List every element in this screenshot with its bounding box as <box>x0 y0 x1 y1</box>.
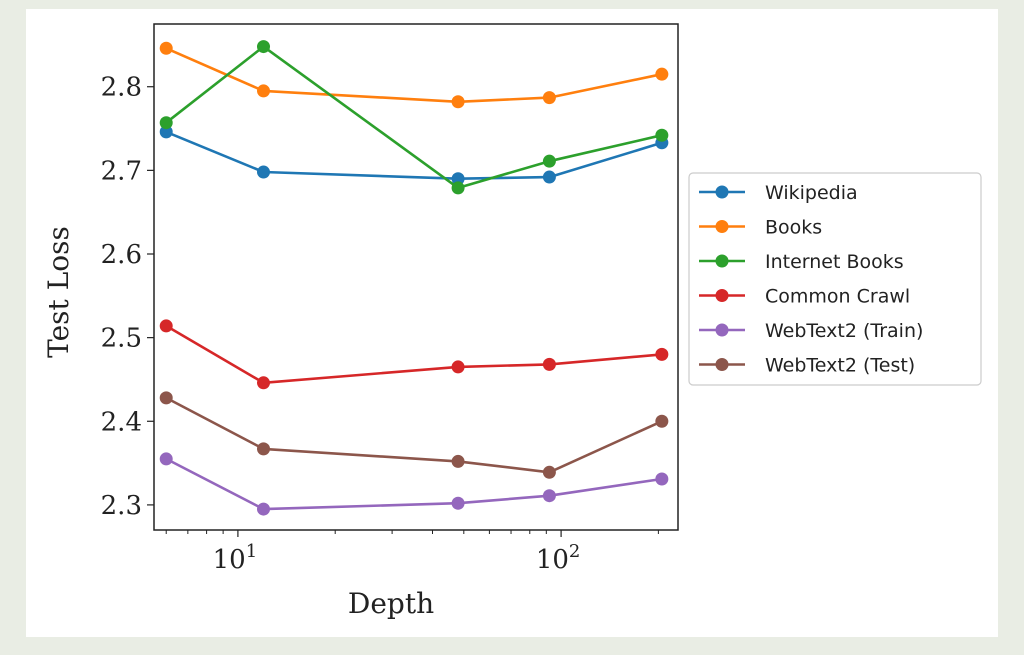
legend-label: Internet Books <box>765 251 904 273</box>
series-line-webtext2-train <box>165 457 662 511</box>
y-tick-label: 2.4 <box>101 407 142 437</box>
legend-entry-webtext2-test: WebText2 (Test) <box>699 355 915 377</box>
data-point-common-crawl <box>257 376 271 390</box>
series-webtext2-train <box>159 452 669 516</box>
legend: Wikipedia Books Internet Books Common Crawl… <box>688 172 982 386</box>
legend-entry-books: Books <box>699 217 822 239</box>
data-point-common-crawl <box>451 360 465 374</box>
y-tick-label: 2.7 <box>101 156 142 186</box>
legend-label: WebText2 (Test) <box>765 355 915 377</box>
series-line-common-crawl <box>165 324 662 385</box>
x-tick-exponent: 1 <box>246 541 257 562</box>
data-point-webtext2-train <box>451 496 465 510</box>
series-internet-books <box>159 40 669 195</box>
data-point-webtext2-test <box>451 454 465 468</box>
legend-marker <box>715 358 729 371</box>
x-tick-label: 101 <box>213 541 258 575</box>
data-point-webtext2-train <box>655 472 669 486</box>
legend-entry-wikipedia: Wikipedia <box>699 182 858 204</box>
legend-marker <box>715 185 729 199</box>
series-books <box>159 41 669 109</box>
data-point-webtext2-test <box>257 442 271 456</box>
data-point-books <box>655 67 669 81</box>
legend-marker <box>715 254 729 268</box>
data-point-wikipedia <box>159 125 173 139</box>
legend-entry-internet-books: Internet Books <box>699 251 904 273</box>
legend-label: WebText2 (Train) <box>765 320 923 342</box>
series-line-books <box>165 47 663 104</box>
legend-marker <box>715 289 729 302</box>
series-webtext2-test <box>159 391 669 479</box>
plot-frame <box>153 23 679 531</box>
data-point-books <box>451 95 465 109</box>
data-point-common-crawl <box>655 347 669 361</box>
data-point-webtext2-train <box>159 452 173 466</box>
y-tick-label: 2.3 <box>101 491 142 521</box>
legend-box <box>688 172 982 386</box>
x-tick-label: 102 <box>536 541 581 575</box>
data-point-books <box>159 41 173 55</box>
data-point-internet-books <box>159 116 173 130</box>
data-point-wikipedia <box>257 165 271 179</box>
data-point-books <box>257 84 271 98</box>
data-point-internet-books <box>257 40 271 54</box>
series-wikipedia <box>159 125 669 186</box>
x-tick-exponent: 2 <box>569 541 580 562</box>
y-tick-label: 2.6 <box>101 240 142 270</box>
data-point-common-crawl <box>542 357 556 371</box>
x-tick-base: 10 <box>536 545 569 575</box>
series-lines <box>159 40 669 516</box>
data-point-common-crawl <box>159 319 173 333</box>
legend-marker <box>715 323 729 337</box>
data-point-internet-books <box>542 154 556 168</box>
data-point-webtext2-train <box>257 502 271 516</box>
data-point-internet-books <box>655 128 669 142</box>
legend-entry-webtext2-train: WebText2 (Train) <box>699 320 923 342</box>
y-tick-label: 2.8 <box>101 73 142 103</box>
chart-card: 2.3 2.4 2.5 2.6 2.7 2.8 101 102 Depth Test Loss… <box>26 9 998 637</box>
legend-label: Wikipedia <box>765 182 858 204</box>
x-axis-label: Depth <box>348 587 434 620</box>
data-point-webtext2-test <box>542 465 556 479</box>
data-point-books <box>542 91 556 105</box>
data-point-internet-books <box>451 181 465 195</box>
data-point-wikipedia <box>542 170 556 184</box>
legend-label: Books <box>765 217 822 239</box>
legend-entry-common-crawl: Common Crawl <box>699 286 910 308</box>
series-line-webtext2-test <box>165 396 663 474</box>
y-tick-label: 2.5 <box>101 324 142 354</box>
legend-marker <box>715 220 729 233</box>
x-tick-base: 10 <box>213 545 246 575</box>
data-point-wikipedia <box>451 172 465 186</box>
data-point-webtext2-train <box>542 489 556 503</box>
y-axis-label: Test Loss <box>42 226 75 358</box>
legend-label: Common Crawl <box>765 286 910 308</box>
data-point-webtext2-test <box>159 391 173 405</box>
data-point-webtext2-test <box>655 414 669 428</box>
series-common-crawl <box>159 319 669 390</box>
